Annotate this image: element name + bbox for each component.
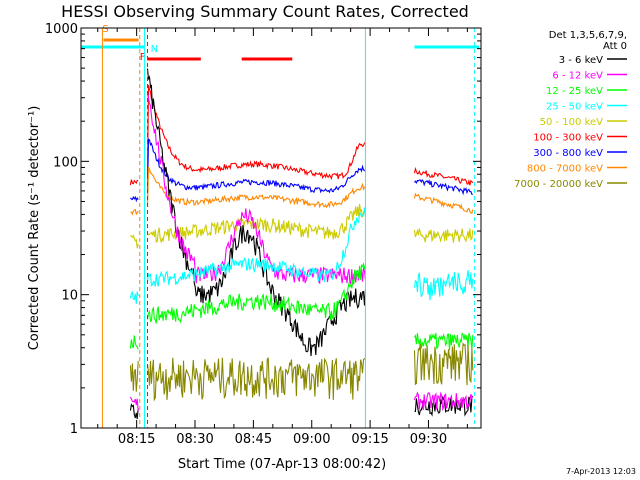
series-line-7 (130, 208, 139, 216)
y-tick-label: 10 (61, 289, 78, 304)
legend-header: Att 0 (603, 41, 627, 52)
legend-entry: 800 - 7000 keV (527, 164, 603, 175)
legend-entry: 25 - 50 keV (546, 102, 603, 113)
y-tick-label: 1 (70, 422, 78, 437)
x-tick-label: 08:15 (118, 432, 155, 447)
series-line-6 (130, 195, 139, 203)
x-axis-label: Start Time (07-Apr-13 08:00:42) (178, 457, 386, 472)
series-line-7 (146, 166, 366, 209)
legend-header: Det 1,3,5,6,7,9, (549, 30, 627, 41)
legend-entry: 6 - 12 keV (552, 71, 603, 82)
series-line-5 (129, 179, 139, 186)
series-line-8 (129, 360, 139, 392)
series-line-1 (413, 391, 474, 412)
legend-entry: 3 - 6 keV (559, 55, 603, 66)
series-line-0 (146, 68, 366, 357)
series-line-4 (129, 234, 139, 249)
series-line-6 (146, 138, 366, 194)
chart-title: HESSI Observing Summary Count Rates, Cor… (61, 2, 469, 21)
flag-bars: S NF (81, 24, 480, 428)
x-tick-label: 09:30 (410, 432, 447, 447)
y-tick-label: 1000 (45, 22, 78, 37)
series-curves (129, 68, 474, 420)
series-line-8 (146, 357, 366, 402)
series-line-5 (146, 84, 366, 181)
legend-entry: 12 - 25 keV (546, 86, 603, 97)
y-tick-label: 100 (53, 155, 78, 170)
legend-entry: 100 - 300 keV (533, 133, 603, 144)
series-line-2 (414, 332, 474, 351)
series-line-3 (413, 270, 474, 301)
x-tick-label: 08:30 (176, 432, 213, 447)
series-line-7 (413, 192, 474, 214)
flag-label: F (140, 52, 146, 63)
x-tick-label: 09:15 (351, 432, 388, 447)
series-line-3 (129, 290, 139, 304)
series-line-1 (146, 93, 366, 286)
legend-entry: 7000 - 20000 keV (514, 179, 603, 190)
series-line-4 (413, 228, 474, 243)
flag-label: N (151, 44, 158, 55)
series-line-2 (146, 262, 366, 324)
axes: 1 10 100 1000 08:15 08:30 08:45 09:00 09:15 09:30 (45, 22, 482, 447)
series-line-5 (413, 166, 474, 186)
legend-entry: 50 - 100 keV (540, 117, 604, 128)
x-tick-label: 09:00 (293, 432, 330, 447)
legend: Det 1,3,5,6,7,9,Att 03 - 6 keV 6 - 12 keV… (514, 30, 627, 190)
series-line-0 (129, 402, 139, 420)
series-line-2 (129, 335, 139, 350)
flag-label: S (102, 24, 108, 35)
series-line-8 (413, 342, 474, 386)
legend-entry: 300 - 800 keV (533, 148, 603, 159)
series-line-1 (129, 396, 139, 411)
series-line-6 (414, 178, 473, 196)
footer-date: 7-Apr-2013 12:03 (566, 467, 636, 476)
y-axis-label: Corrected Count Rate (s⁻¹ detector⁻¹) (27, 106, 42, 351)
plot-frame (80, 27, 482, 429)
series-line-3 (146, 207, 366, 287)
x-tick-label: 08:45 (235, 432, 272, 447)
